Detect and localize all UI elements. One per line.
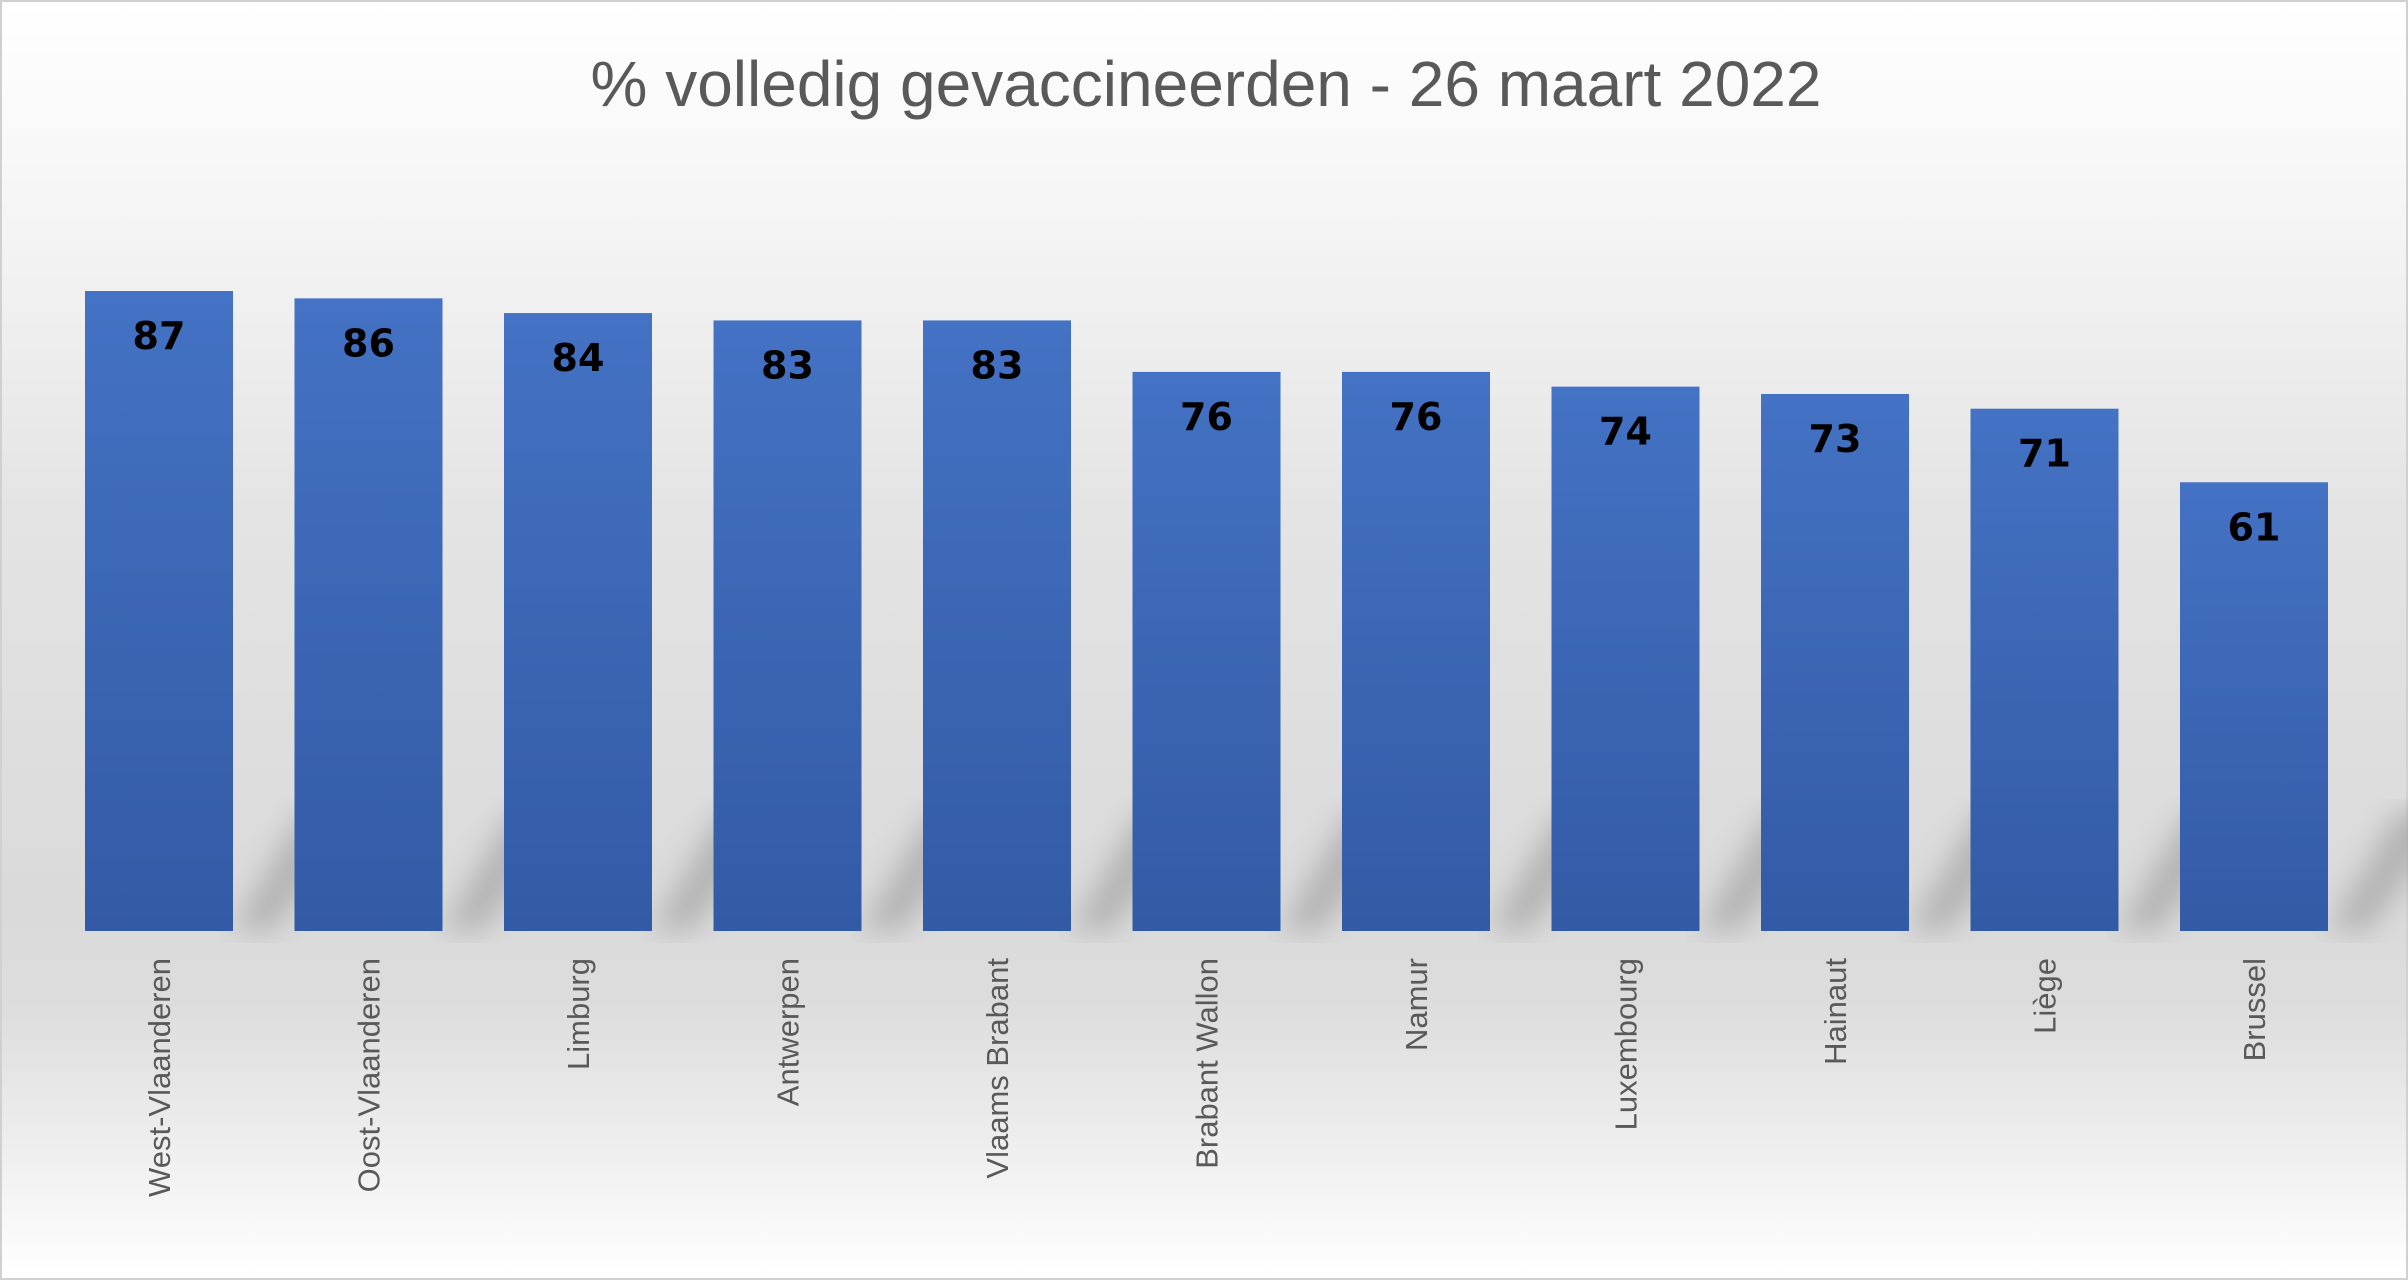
bar-hainaut — [1761, 393, 1909, 931]
data-label: 83 — [761, 343, 814, 387]
x-tick-label: Brabant Wallon — [1190, 958, 1225, 1169]
bar-brussel — [2180, 482, 2328, 931]
bar-antwerpen — [713, 320, 862, 931]
bar-shadow — [2328, 811, 2408, 931]
bar-limburg — [504, 313, 652, 931]
data-label: 73 — [1809, 417, 1862, 461]
x-tick-label: West-Vlaanderen — [142, 958, 177, 1197]
data-label: 76 — [1180, 395, 1233, 439]
bar-brabant-wallon — [1132, 371, 1281, 931]
x-tick-label: Namur — [1399, 958, 1434, 1051]
x-tick-label: Brussel — [2237, 958, 2272, 1061]
x-tick-label: Liège — [2028, 958, 2063, 1034]
x-tick-label: Antwerpen — [771, 958, 806, 1106]
x-tick-label: Limburg — [561, 958, 596, 1070]
data-label: 61 — [2228, 505, 2281, 549]
bar-west-vlaanderen — [85, 291, 233, 931]
bar-luxembourg — [1551, 386, 1700, 931]
x-tick-label: Luxembourg — [1609, 958, 1644, 1130]
data-label: 71 — [2018, 432, 2071, 476]
data-label: 83 — [971, 343, 1024, 387]
data-label: 74 — [1599, 410, 1652, 454]
x-tick-label: Vlaams Brabant — [980, 958, 1015, 1179]
bar-li-ge — [1970, 408, 2119, 931]
bar-namur — [1342, 371, 1490, 931]
data-label: 84 — [552, 336, 605, 380]
bar-oost-vlaanderen — [294, 298, 443, 931]
data-label: 87 — [133, 314, 186, 358]
bar-vlaams-brabant — [923, 320, 1071, 931]
chart-title: % volledig gevaccineerden - 26 maart 202… — [590, 48, 1822, 120]
x-tick-label: Hainaut — [1818, 958, 1853, 1065]
data-label: 86 — [342, 321, 395, 365]
data-label: 76 — [1390, 395, 1443, 439]
x-tick-label: Oost-Vlaanderen — [352, 958, 387, 1192]
